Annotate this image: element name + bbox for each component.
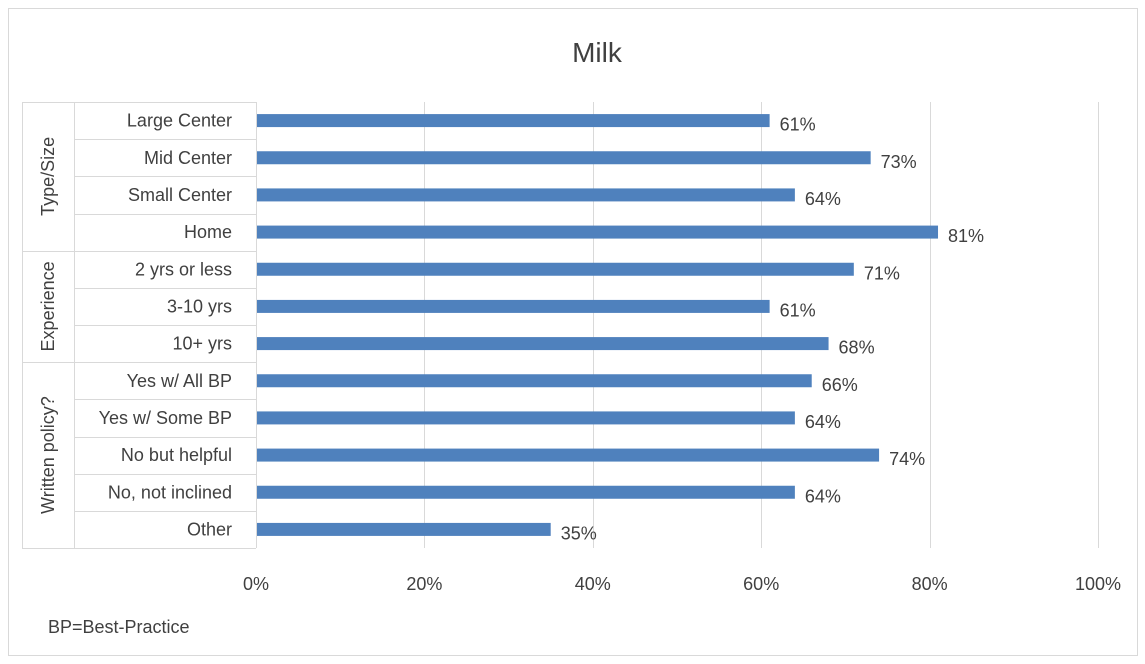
x-tick-label: 40% [575,574,611,594]
chart-border [8,8,1138,656]
category-label: No, not inclined [108,482,232,502]
category-label: Mid Center [144,148,232,168]
group-label: Type/Size [38,137,58,216]
data-label: 68% [839,338,875,358]
category-label: Yes w/ All BP [127,371,232,391]
bar [257,485,795,499]
bar [257,225,939,239]
data-label: 66% [822,375,858,395]
category-label: 10+ yrs [172,334,232,354]
category-axis: Type/Size Experience Written policy? Large … [22,102,257,549]
bar [257,337,829,351]
group-label: Written policy? [38,396,58,514]
x-tick-label: 60% [743,574,779,594]
chart-title: Milk [572,37,623,68]
category-label: Large Center [127,111,232,131]
data-label: 73% [881,152,917,172]
bar [257,188,795,202]
bar [257,522,551,536]
footnote-text: BP=Best-Practice [48,617,190,637]
data-label: 61% [780,115,816,135]
bars [257,114,939,536]
bar [257,114,770,128]
bar [257,448,880,462]
category-label: 2 yrs or less [135,259,232,279]
data-labels: 61% 73% 64% 81% 71% 61% 68% 66% 64% 74% 64% 35% [561,115,984,544]
data-label: 71% [864,263,900,283]
category-label: Yes w/ Some BP [99,408,232,428]
x-tick-label: 0% [243,574,269,594]
data-label: 35% [561,523,597,543]
x-axis-ticks: 0% 20% 40% 60% 80% 100% [243,574,1121,594]
bar [257,299,770,313]
x-tick-label: 100% [1075,574,1121,594]
data-label: 74% [889,449,925,469]
category-label: Small Center [128,185,232,205]
x-tick-label: 20% [406,574,442,594]
data-label: 61% [780,300,816,320]
bar [257,374,812,388]
group-label: Experience [38,261,58,351]
bar [257,262,854,276]
category-label: Other [187,519,232,539]
category-label: 3-10 yrs [167,296,232,316]
x-tick-label: 80% [912,574,948,594]
data-label: 64% [805,189,841,209]
bar [257,411,795,425]
data-label: 81% [948,226,984,246]
bar [257,151,871,165]
data-label: 64% [805,486,841,506]
data-label: 64% [805,412,841,432]
gridlines [256,102,1099,548]
category-label: No but helpful [121,445,232,465]
category-label: Home [184,222,232,242]
